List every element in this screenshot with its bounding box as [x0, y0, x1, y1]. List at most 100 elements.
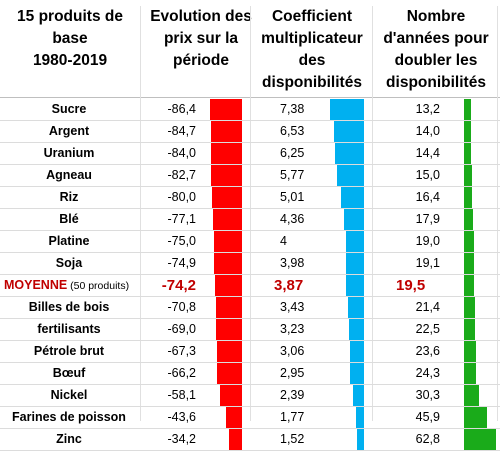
price-change-bar [217, 341, 242, 362]
product-name: Bœuf [0, 363, 138, 384]
doubling-years-bar [464, 341, 477, 362]
price-change-value: -80,0 [167, 190, 197, 204]
doubling-years-value: 30,3 [415, 388, 440, 402]
doubling-years-value: 24,3 [415, 366, 440, 380]
price-change-value: -58,1 [167, 388, 197, 402]
doubling-years-value: 15,0 [415, 168, 440, 182]
average-row: MOYENNE (50 produits) -74,2 3,87 19,5 [0, 275, 500, 297]
product-name-text: Sucre [51, 102, 87, 116]
price-change-bar [225, 407, 242, 428]
price-change-bar [214, 253, 242, 274]
coefficient-bar [345, 253, 364, 274]
doubling-years-value: 14,4 [415, 146, 440, 160]
doubling-years-value: 21,4 [415, 300, 440, 314]
column-divider-1 [140, 6, 141, 421]
doubling-years-bar [464, 429, 496, 450]
doubling-years-bar [464, 385, 480, 406]
coefficient-bar [345, 231, 364, 252]
table-row: Platine -75,0 4 19,0 [0, 231, 500, 253]
doubling-years-bar [464, 99, 471, 120]
price-change-value: -74,2 [161, 277, 196, 294]
price-change-value: -69,0 [167, 322, 197, 336]
price-change-bar [214, 275, 242, 296]
price-change-bar [210, 143, 242, 164]
price-change-value: -77,1 [167, 212, 197, 226]
coefficient-value: 7,38 [280, 102, 305, 116]
table-row: fertilisants -69,0 3,23 22,5 [0, 319, 500, 341]
table-row: Argent -84,7 6,53 14,0 [0, 121, 500, 143]
price-change-bar [211, 165, 242, 186]
coefficient-value: 3,43 [280, 300, 305, 314]
doubling-years-value: 62,8 [415, 432, 440, 446]
coefficient-value: 1,77 [280, 410, 305, 424]
product-name: Argent [0, 121, 138, 142]
table-row: Zinc -34,2 1,52 62,8 [0, 429, 500, 451]
doubling-years-value: 19,5 [396, 277, 426, 294]
product-name-text: Nickel [50, 388, 88, 402]
table-row: Nickel -58,1 2,39 30,3 [0, 385, 500, 407]
coefficient-value: 2,95 [280, 366, 305, 380]
doubling-years-value: 13,2 [415, 102, 440, 116]
table-row: Billes de bois -70,8 3,43 21,4 [0, 297, 500, 319]
average-note: (50 produits) [67, 280, 130, 292]
doubling-years-bar [464, 209, 474, 230]
doubling-years-value: 16,4 [415, 190, 440, 204]
header-years-line2: d'années pour [383, 30, 489, 47]
doubling-years-bar [464, 407, 488, 428]
product-name: Platine [0, 231, 138, 252]
doubling-years-bar [464, 143, 472, 164]
coefficient-value: 3,87 [274, 277, 304, 294]
coefficient-value: 3,23 [280, 322, 305, 336]
header-coefficient: Coefficient multiplicateur des disponibi… [250, 6, 374, 92]
doubling-years-bar [464, 165, 472, 186]
coefficient-bar [335, 143, 364, 164]
doubling-years-value: 45,9 [415, 410, 440, 424]
doubling-years-value: 19,0 [415, 234, 440, 248]
table-row: Bœuf -66,2 2,95 24,3 [0, 363, 500, 385]
coefficient-value: 5,77 [280, 168, 305, 182]
column-divider-3 [372, 6, 373, 421]
price-change-bar [214, 231, 242, 252]
header-years-line4: disponibilités [386, 74, 486, 91]
price-change-value: -75,0 [167, 234, 197, 248]
price-change-bar [210, 99, 242, 120]
product-name: Nickel [0, 385, 138, 406]
header-products: 15 produits de base 1980-2019 [0, 6, 140, 92]
table-row: Pétrole brut -67,3 3,06 23,6 [0, 341, 500, 363]
product-name-text: Bœuf [52, 366, 86, 380]
doubling-years-value: 23,6 [415, 344, 440, 358]
product-name: Agneau [0, 165, 138, 186]
product-name-text: Pétrole brut [33, 344, 105, 358]
product-name: Farines de poisson [0, 407, 138, 428]
doubling-years-bar [464, 231, 474, 252]
coefficient-value: 6,25 [280, 146, 305, 160]
product-name: Pétrole brut [0, 341, 138, 362]
coefficient-value: 5,01 [280, 190, 305, 204]
product-name: Zinc [0, 429, 138, 450]
price-change-bar [213, 209, 242, 230]
price-change-value: -34,2 [167, 432, 197, 446]
doubling-years-bar [464, 121, 472, 142]
price-change-value: -84,7 [167, 124, 197, 138]
price-change-value: -43,6 [167, 410, 197, 424]
coefficient-bar [355, 407, 364, 428]
doubling-years-value: 19,1 [415, 256, 440, 270]
product-name: Uranium [0, 143, 138, 164]
coefficient-bar [348, 297, 364, 318]
header-years-line3: doubler les [394, 52, 478, 69]
price-change-bar [216, 319, 242, 340]
product-name-text: Riz [59, 190, 79, 204]
coefficient-value: 3,06 [280, 344, 305, 358]
table-row: Soja -74,9 3,98 19,1 [0, 253, 500, 275]
product-name: Billes de bois [0, 297, 138, 318]
header-coef-line3: des [298, 52, 326, 69]
header-coef-line2: multiplicateur [261, 30, 363, 47]
price-change-bar [217, 363, 242, 384]
price-change-value: -70,8 [167, 300, 197, 314]
product-name-text: Zinc [56, 432, 82, 446]
coefficient-bar [349, 341, 364, 362]
price-change-value: -84,0 [167, 146, 197, 160]
coefficient-value: 4 [280, 234, 287, 248]
table-row: Riz -80,0 5,01 16,4 [0, 187, 500, 209]
price-change-bar [220, 385, 242, 406]
